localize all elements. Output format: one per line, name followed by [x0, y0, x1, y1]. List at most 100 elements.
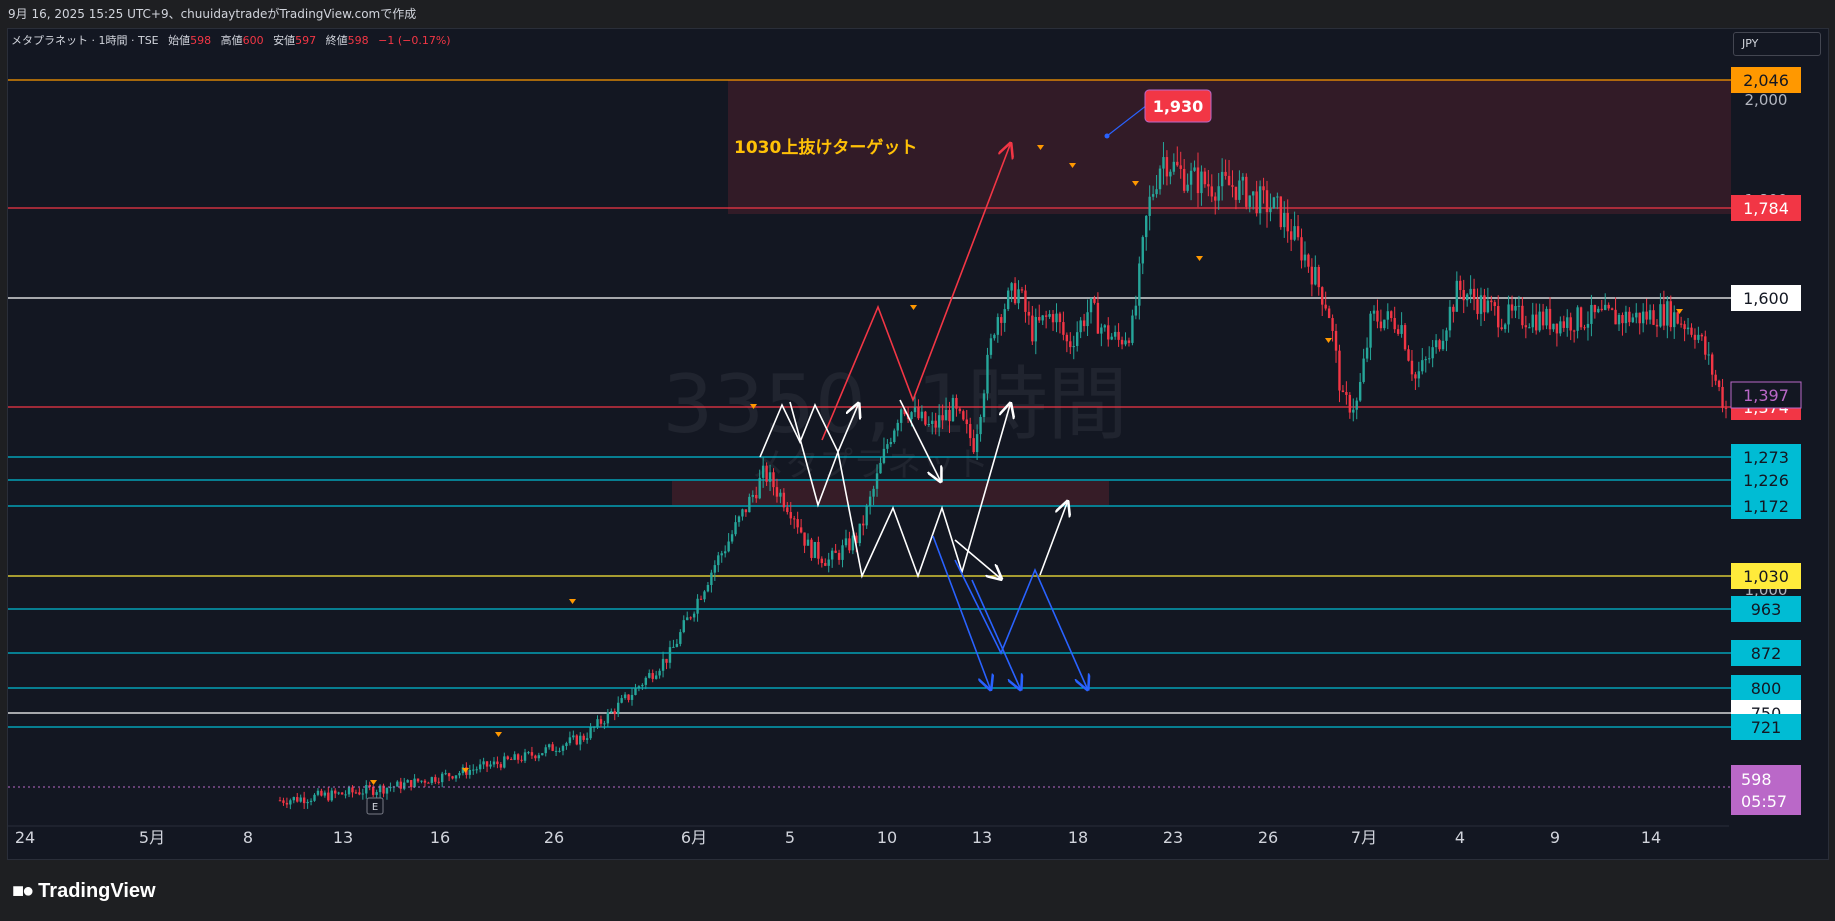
candle-body — [1265, 190, 1269, 213]
candle-body — [1176, 161, 1179, 166]
candle-body — [596, 719, 599, 727]
candle-body — [796, 519, 799, 528]
candle-body — [1145, 215, 1148, 238]
blue-scenario-arrow-2[interactable] — [954, 559, 1087, 688]
candle-body — [1493, 302, 1496, 307]
legend-symbol[interactable]: メタプラネット · 1時間 · TSE — [11, 34, 159, 47]
candle-body — [1655, 324, 1659, 327]
price-tag-label: 1,784 — [1743, 199, 1789, 218]
candle-body — [1617, 315, 1621, 325]
candle-body — [623, 694, 627, 699]
candle-body — [320, 790, 323, 796]
signal-marker — [910, 305, 917, 310]
candle-body — [482, 761, 485, 765]
candle-body — [810, 539, 813, 558]
candle-body — [1107, 325, 1110, 340]
time-axis[interactable]: 24 5月 8 13 16 26 6月 5 10 13 18 23 26 7月 4 9 14 — [15, 828, 1661, 847]
consolidation-zone[interactable] — [672, 481, 1109, 505]
white-rally-arrow[interactable] — [1039, 503, 1067, 576]
candle-body — [889, 442, 893, 445]
candle-body — [1300, 237, 1303, 261]
candle-body — [630, 694, 634, 700]
candle-body — [1203, 171, 1207, 185]
candle-body — [993, 334, 996, 339]
candle-body — [1548, 308, 1552, 330]
candle-body — [1241, 176, 1245, 181]
candle-body — [1165, 157, 1169, 177]
blue-scenario-arrow-1[interactable] — [932, 535, 990, 688]
signal-marker — [1132, 181, 1139, 186]
price-tag-1-273 — [1731, 444, 1801, 470]
candle-body — [1724, 407, 1728, 409]
price-lines — [8, 79, 1731, 728]
candle-body — [1441, 340, 1445, 350]
candle-body — [1006, 290, 1010, 310]
target-annotation[interactable]: 1030上抜けターゲット — [734, 137, 917, 158]
candle-body — [1051, 314, 1055, 323]
candle-body — [1486, 300, 1490, 313]
candle-body — [1393, 318, 1396, 330]
tradingview-logo[interactable]: ■● TradingView — [12, 880, 156, 903]
candle-body — [1062, 322, 1065, 335]
candle-body — [1220, 171, 1224, 187]
candle-body — [403, 782, 406, 789]
candle-body — [1093, 298, 1096, 303]
white-zigzag-path[interactable] — [789, 402, 1010, 579]
last-price-countdown: 05:57 — [1741, 792, 1787, 811]
candle-body — [1155, 189, 1158, 195]
candle-body — [1490, 300, 1493, 303]
signal-marker — [495, 732, 502, 737]
candle-body — [679, 632, 682, 644]
candle-body — [1279, 196, 1283, 228]
white-zigzag-upper[interactable] — [759, 405, 858, 458]
time-axis-tick: 7月 — [1351, 828, 1377, 847]
candle-body — [755, 494, 758, 499]
candle-body — [396, 781, 399, 787]
callout-box[interactable] — [1144, 89, 1212, 123]
candle-body — [547, 744, 551, 748]
candle-body — [344, 794, 347, 796]
earnings-marker[interactable] — [366, 797, 384, 815]
white-zigzag-lower[interactable] — [954, 539, 1000, 578]
candle-body — [1117, 331, 1120, 340]
symbol-legend: メタプラネット · 1時間 · TSE 始値598 高値600 安値597 終値… — [11, 32, 451, 48]
candle-body — [1552, 323, 1555, 330]
candle-body — [661, 658, 665, 671]
red-scenario-arrow[interactable] — [821, 145, 1010, 441]
price-axis-labels[interactable]: 2,0461,7841,6001,3741,2731,2261,1721,030… — [1730, 67, 1802, 740]
candle-body — [817, 541, 820, 559]
candle-body — [1334, 330, 1338, 351]
candle-body — [416, 778, 420, 782]
legend-high: 600 — [242, 34, 264, 47]
time-axis-tick: 13 — [972, 828, 992, 847]
candle-body — [1227, 175, 1231, 186]
candle-body — [982, 393, 986, 417]
candle-body — [378, 785, 382, 793]
candle-body — [765, 465, 768, 482]
blue-scenario-arrow-3[interactable] — [971, 579, 1020, 688]
candle-body — [786, 507, 789, 513]
chart-panel[interactable] — [7, 28, 1829, 860]
candle-body — [565, 743, 568, 747]
candle-body — [1483, 295, 1486, 313]
time-axis-tick: 9 — [1550, 828, 1560, 847]
candle-body — [371, 786, 375, 795]
candle-body — [1686, 327, 1690, 330]
price-tag-872 — [1731, 640, 1801, 666]
candle-body — [1255, 191, 1258, 214]
price-tag-1-030 — [1731, 563, 1801, 589]
candle-body — [572, 735, 575, 738]
candle-body — [996, 317, 1000, 335]
candle-body — [761, 465, 765, 478]
candle-body — [347, 787, 351, 795]
legend-open: 598 — [190, 34, 212, 47]
white-zigzag-right[interactable] — [899, 399, 940, 480]
currency-selector[interactable]: JPY — [1733, 32, 1821, 56]
candle-body — [1572, 330, 1576, 332]
candle-body — [851, 535, 855, 551]
target-zone[interactable] — [728, 80, 1731, 214]
candle-body — [1138, 263, 1141, 306]
callout-pointer — [1106, 104, 1148, 137]
